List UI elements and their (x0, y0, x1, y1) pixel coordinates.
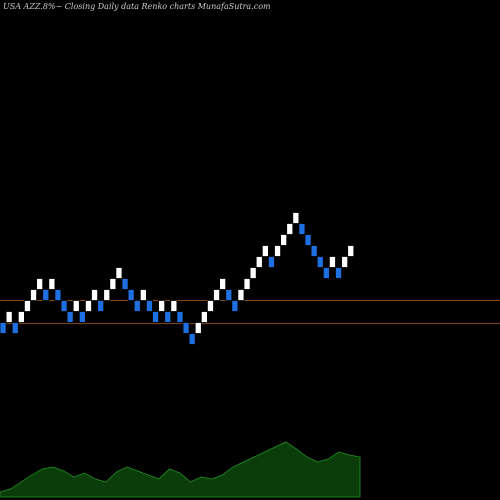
up-brick (5, 311, 13, 323)
down-brick (316, 256, 324, 268)
up-brick (249, 267, 257, 279)
down-brick (322, 267, 330, 279)
down-brick (60, 300, 68, 312)
up-brick (139, 289, 147, 301)
down-brick (304, 234, 312, 246)
up-brick (158, 300, 166, 312)
up-brick (243, 278, 251, 290)
down-brick (78, 311, 86, 323)
up-brick (280, 234, 288, 246)
up-brick (170, 300, 178, 312)
up-brick (206, 300, 214, 312)
down-brick (133, 300, 141, 312)
down-brick (176, 311, 184, 323)
up-brick (274, 245, 281, 257)
down-brick (267, 256, 275, 268)
down-brick (164, 311, 172, 323)
up-brick (292, 212, 300, 224)
up-brick (341, 256, 349, 268)
chart-title: USA AZZ.8%~ Closing Daily data Renko cha… (3, 2, 271, 11)
up-brick (328, 256, 336, 268)
down-brick (0, 322, 7, 334)
down-brick (11, 322, 19, 334)
down-brick (182, 322, 190, 334)
up-brick (286, 223, 294, 235)
down-brick (66, 311, 74, 323)
up-brick (115, 267, 123, 279)
up-brick (255, 256, 263, 268)
down-brick (127, 289, 135, 301)
down-brick (152, 311, 159, 323)
down-brick (121, 278, 129, 290)
volume-area (0, 441, 361, 498)
down-brick (54, 289, 62, 301)
up-brick (347, 245, 355, 257)
down-brick (231, 300, 239, 312)
up-brick (91, 289, 98, 301)
up-brick (194, 322, 202, 334)
up-brick (261, 245, 269, 257)
down-brick (42, 289, 50, 301)
up-brick (213, 289, 220, 301)
down-brick (97, 300, 105, 312)
up-brick (23, 300, 31, 312)
down-brick (298, 223, 306, 235)
up-brick (219, 278, 227, 290)
up-brick (48, 278, 56, 290)
up-brick (36, 278, 44, 290)
up-brick (72, 300, 80, 312)
down-brick (310, 245, 318, 257)
up-brick (30, 289, 37, 301)
down-brick (335, 267, 342, 279)
up-brick (85, 300, 92, 312)
up-brick (109, 278, 117, 290)
up-brick (237, 289, 245, 301)
up-brick (200, 311, 208, 323)
up-brick (103, 289, 111, 301)
down-brick (145, 300, 153, 312)
up-brick (17, 311, 25, 323)
down-brick (225, 289, 233, 301)
down-brick (188, 333, 196, 345)
